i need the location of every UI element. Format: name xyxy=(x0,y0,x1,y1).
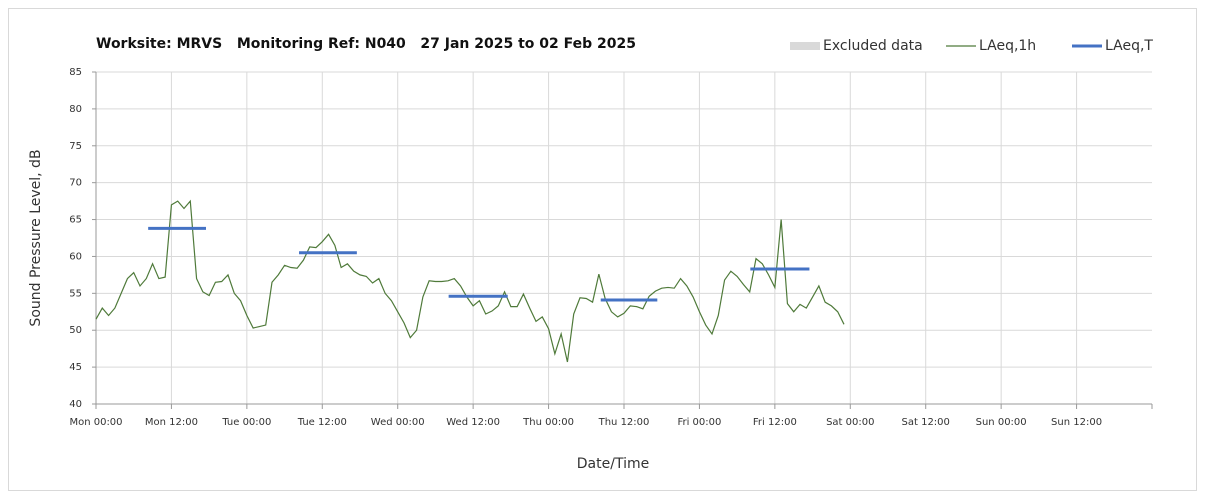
x-tick-label: Sun 12:00 xyxy=(1051,417,1102,428)
y-tick-label: 80 xyxy=(69,104,82,115)
y-tick-label: 60 xyxy=(69,251,82,262)
x-tick-label: Tue 12:00 xyxy=(297,417,347,428)
x-tick-label: Sat 00:00 xyxy=(826,417,874,428)
y-tick-label: 45 xyxy=(69,362,82,373)
x-tick-label: Thu 00:00 xyxy=(522,417,574,428)
x-tick-label: Mon 12:00 xyxy=(145,417,198,428)
x-tick-label: Wed 00:00 xyxy=(371,417,425,428)
y-tick-label: 85 xyxy=(69,67,82,78)
x-tick-label: Wed 12:00 xyxy=(446,417,500,428)
x-axis-label: Date/Time xyxy=(577,456,649,472)
chart-frame xyxy=(8,8,1197,491)
y-tick-label: 75 xyxy=(69,141,82,152)
y-tick-label: 65 xyxy=(69,215,82,226)
x-tick-label: Mon 00:00 xyxy=(69,417,122,428)
y-tick-label: 40 xyxy=(69,399,82,410)
data-line xyxy=(95,199,845,363)
legend-label: Excluded data xyxy=(823,38,923,54)
y-axis-label: Sound Pressure Level, dB xyxy=(28,149,44,326)
legend-label: LAeq,T xyxy=(1105,38,1153,54)
y-tick-label: 50 xyxy=(69,325,82,336)
chart-title: Worksite: MRVS Monitoring Ref: N040 27 J… xyxy=(96,36,636,52)
x-tick-label: Tue 00:00 xyxy=(221,417,271,428)
x-tick-label: Sun 00:00 xyxy=(976,417,1027,428)
x-tick-label: Sat 12:00 xyxy=(902,417,950,428)
x-tick-label: Fri 12:00 xyxy=(753,417,797,428)
legend-swatch xyxy=(790,42,820,50)
y-tick-label: 55 xyxy=(69,288,82,299)
legend-label: LAeq,1h xyxy=(979,38,1036,54)
x-tick-label: Fri 00:00 xyxy=(677,417,721,428)
y-tick-label: 70 xyxy=(69,178,82,189)
x-tick-label: Thu 12:00 xyxy=(598,417,650,428)
